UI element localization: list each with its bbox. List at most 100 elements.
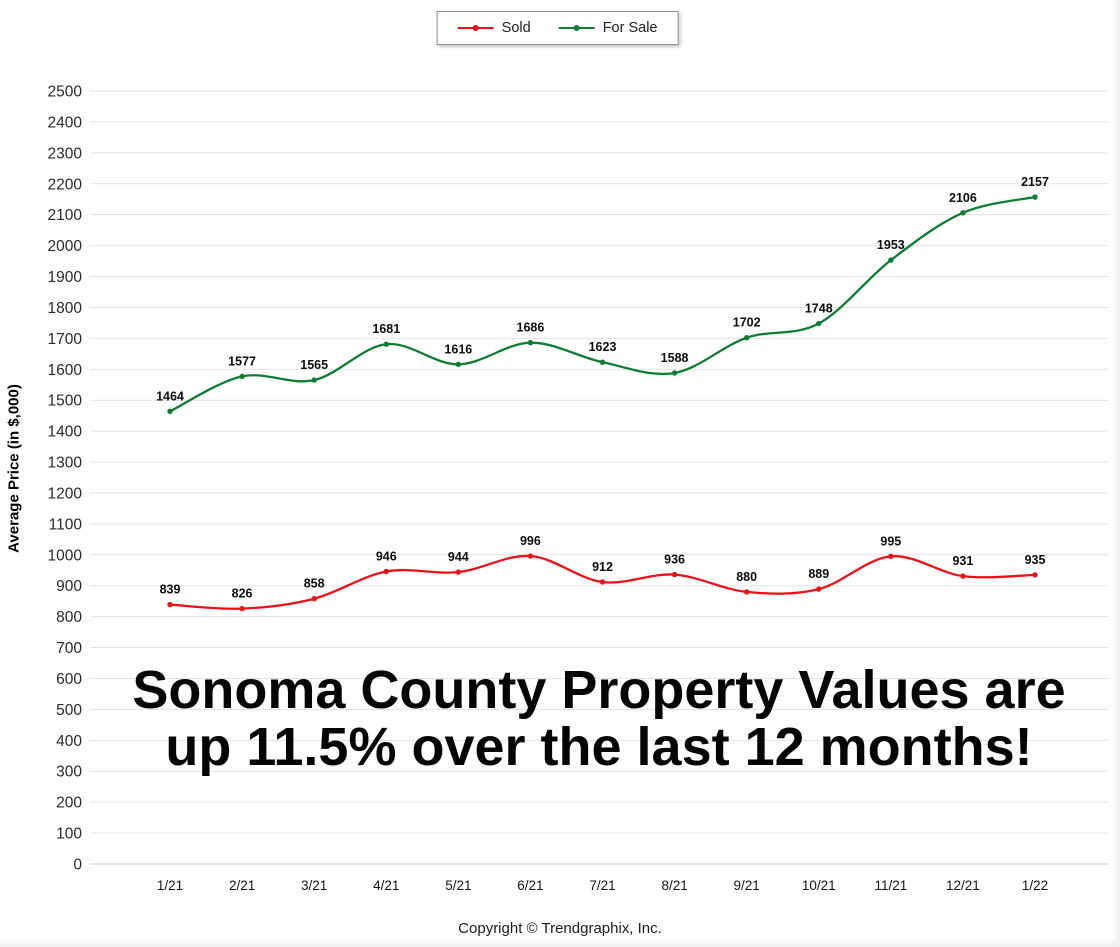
data-label: 826 <box>232 587 253 601</box>
y-tick-label: 1100 <box>49 516 83 533</box>
y-tick-label: 200 <box>56 795 82 812</box>
data-label: 858 <box>304 577 325 591</box>
data-point <box>671 370 678 376</box>
data-point <box>311 377 317 383</box>
chart-legend: Sold For Sale <box>436 11 679 45</box>
data-label: 1577 <box>228 354 256 368</box>
y-tick-label: 1000 <box>48 547 83 564</box>
y-tick-label: 600 <box>56 671 82 688</box>
x-tick-label: 4/21 <box>373 878 399 893</box>
data-point <box>311 596 317 602</box>
x-tick-label: 10/21 <box>802 878 836 893</box>
y-tick-label: 400 <box>56 733 82 750</box>
x-tick-label: 3/21 <box>301 878 327 893</box>
y-tick-label: 2500 <box>48 84 83 101</box>
data-point <box>167 601 173 608</box>
y-tick-label: 2200 <box>48 176 83 193</box>
data-label: 944 <box>448 550 469 564</box>
y-axis-title: Average Price (in $,000) <box>5 384 23 553</box>
y-tick-label: 1700 <box>48 331 83 348</box>
y-tick-label: 2100 <box>48 207 83 224</box>
x-tick-label: 9/21 <box>734 878 760 893</box>
headline-line-2: up 11.5% over the last 12 months! <box>165 717 1033 777</box>
x-tick-label: 5/21 <box>445 878 471 893</box>
data-point <box>599 579 606 585</box>
y-tick-label: 1500 <box>48 393 83 410</box>
data-point <box>888 257 894 263</box>
y-tick-label: 1600 <box>48 362 83 379</box>
y-tick-label: 700 <box>56 640 82 657</box>
data-label: 1616 <box>444 342 472 356</box>
headline-overlay: Sonoma County Property Values are up 11.… <box>92 662 1106 776</box>
data-point <box>816 586 822 592</box>
x-tick-label: 7/21 <box>589 878 615 893</box>
legend-label-for-sale: For Sale <box>602 20 658 36</box>
data-point <box>816 320 822 327</box>
data-label: 839 <box>160 583 181 597</box>
legend-label-sold: Sold <box>501 20 531 36</box>
y-tick-label: 2300 <box>48 145 83 162</box>
x-tick-label: 1/22 <box>1022 878 1048 893</box>
data-point <box>671 571 678 578</box>
y-tick-label: 800 <box>56 609 82 626</box>
series-line-for-sale <box>168 195 1037 413</box>
y-tick-label: 1400 <box>48 424 83 441</box>
sold-line-swatch-icon <box>457 22 494 34</box>
data-label: 1681 <box>372 322 400 336</box>
x-tick-label: 8/21 <box>661 878 687 893</box>
data-label: 1623 <box>589 340 617 354</box>
legend-item-sold: Sold <box>457 20 531 36</box>
data-point <box>960 210 966 216</box>
y-tick-label: 2400 <box>48 114 83 131</box>
copyright-text: Copyright © Trendgraphix, Inc. <box>458 920 662 937</box>
data-label: 1702 <box>733 316 761 330</box>
x-tick-label: 6/21 <box>517 878 543 893</box>
y-tick-label: 300 <box>56 764 82 781</box>
data-label: 935 <box>1025 553 1046 567</box>
data-point <box>383 568 389 575</box>
data-point <box>1032 194 1038 200</box>
headline-line-1: Sonoma County Property Values are <box>132 660 1066 720</box>
y-tick-label: 100 <box>56 826 82 843</box>
y-tick-label: 1200 <box>48 485 83 502</box>
data-label: 1686 <box>517 321 545 335</box>
data-point <box>743 589 750 595</box>
y-tick-label: 2000 <box>48 238 83 255</box>
data-point <box>1032 572 1038 578</box>
data-point <box>455 569 462 575</box>
data-label: 880 <box>736 570 757 584</box>
data-point <box>167 408 173 415</box>
data-label: 2106 <box>949 191 977 205</box>
x-tick-label: 1/21 <box>157 878 183 893</box>
data-label: 1464 <box>156 389 184 403</box>
data-point <box>239 605 245 612</box>
data-point <box>455 361 462 368</box>
y-tick-label: 900 <box>56 578 82 595</box>
x-tick-label: 11/21 <box>874 878 907 893</box>
data-point <box>743 335 750 341</box>
data-label: 931 <box>952 554 973 568</box>
data-label: 2157 <box>1021 175 1049 189</box>
x-tick-label: 12/21 <box>946 878 980 893</box>
y-tick-label: 0 <box>73 857 82 874</box>
y-tick-label: 500 <box>56 702 82 719</box>
data-point <box>960 573 966 579</box>
data-label: 889 <box>808 567 829 581</box>
data-label: 946 <box>376 549 397 563</box>
data-label: 1588 <box>661 351 689 365</box>
data-label: 1565 <box>300 358 328 372</box>
data-label: 1748 <box>805 302 833 316</box>
data-point <box>239 373 245 380</box>
data-point <box>527 339 534 346</box>
y-tick-label: 1900 <box>48 269 83 286</box>
data-label: 912 <box>592 560 613 574</box>
data-point <box>527 553 534 559</box>
x-tick-label: 2/21 <box>229 878 255 893</box>
data-point <box>888 553 894 560</box>
for-sale-line-swatch-icon <box>558 22 595 34</box>
y-tick-label: 1800 <box>48 300 83 317</box>
data-label: 996 <box>520 534 541 548</box>
y-tick-label: 1300 <box>48 455 83 472</box>
